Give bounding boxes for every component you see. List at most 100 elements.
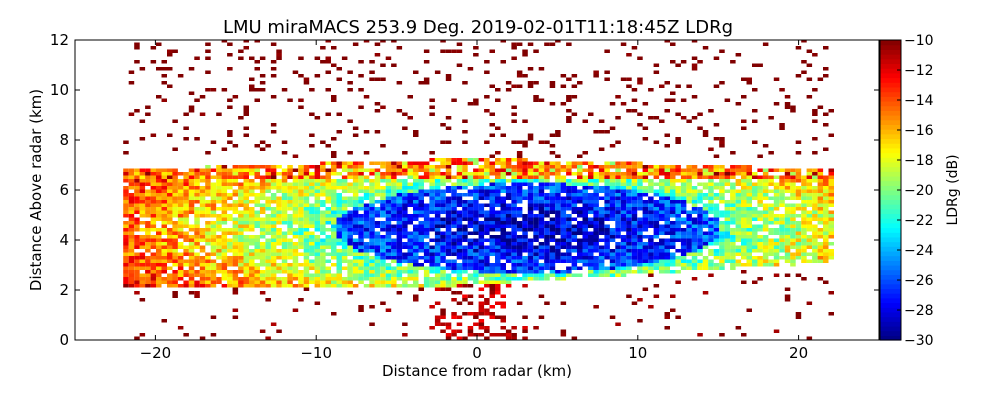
heatmap-cell bbox=[259, 140, 266, 144]
heatmap-cell bbox=[828, 249, 834, 253]
heatmap-cell bbox=[631, 186, 638, 190]
heatmap-cell bbox=[675, 165, 681, 169]
colorbar-segment bbox=[880, 124, 901, 130]
heatmap-cell bbox=[314, 273, 321, 277]
heatmap-cell bbox=[413, 207, 419, 211]
colorbar-segment bbox=[880, 260, 901, 266]
heatmap-cell bbox=[183, 217, 189, 221]
heatmap-cell bbox=[784, 294, 791, 298]
heatmap-cell bbox=[358, 200, 364, 204]
heatmap-cell bbox=[380, 172, 386, 176]
heatmap-cell bbox=[303, 259, 310, 263]
colorbar-segment bbox=[880, 316, 901, 322]
heatmap-cell bbox=[544, 172, 550, 176]
heatmap-cell bbox=[238, 203, 244, 207]
heatmap-cell bbox=[325, 196, 331, 200]
heatmap-cell bbox=[582, 207, 588, 211]
heatmap-cell bbox=[156, 203, 162, 207]
heatmap-cell bbox=[637, 207, 643, 211]
heatmap-cell bbox=[363, 277, 370, 281]
heatmap-cell bbox=[626, 165, 632, 169]
heatmap-cell bbox=[560, 210, 567, 214]
heatmap-cell bbox=[527, 221, 534, 225]
heatmap-cell bbox=[467, 245, 474, 249]
heatmap-cell bbox=[762, 259, 769, 263]
heatmap-cell bbox=[177, 256, 184, 260]
heatmap-cell bbox=[724, 231, 731, 235]
heatmap-cell bbox=[478, 189, 485, 193]
heatmap-cell bbox=[221, 175, 228, 179]
heatmap-cell bbox=[620, 210, 627, 214]
heatmap-cell bbox=[210, 224, 217, 228]
heatmap-cell bbox=[243, 245, 249, 249]
heatmap-cell bbox=[790, 242, 796, 246]
heatmap-cell bbox=[730, 259, 736, 263]
heatmap-cell bbox=[522, 266, 528, 270]
heatmap-cell bbox=[713, 217, 720, 221]
heatmap-cell bbox=[527, 182, 534, 186]
heatmap-cell bbox=[757, 175, 763, 179]
heatmap-cell bbox=[298, 221, 304, 225]
heatmap-cell bbox=[806, 336, 813, 340]
heatmap-cell bbox=[352, 228, 359, 232]
heatmap-cell bbox=[413, 280, 419, 284]
heatmap-cell bbox=[713, 235, 720, 239]
heatmap-cell bbox=[292, 259, 299, 263]
heatmap-cell bbox=[522, 336, 528, 340]
heatmap-cell bbox=[620, 217, 627, 221]
heatmap-cell bbox=[194, 56, 200, 60]
heatmap-cell bbox=[549, 42, 556, 46]
heatmap-cell bbox=[402, 193, 408, 197]
heatmap-cell bbox=[549, 151, 556, 155]
heatmap-cell bbox=[631, 235, 638, 239]
heatmap-cell bbox=[385, 172, 392, 176]
heatmap-cell bbox=[396, 172, 403, 176]
heatmap-cell bbox=[724, 228, 731, 232]
heatmap-cell bbox=[577, 259, 583, 263]
heatmap-cell bbox=[369, 200, 375, 204]
heatmap-cell bbox=[227, 105, 233, 109]
heatmap-cell bbox=[396, 263, 403, 267]
heatmap-cell bbox=[238, 49, 244, 53]
heatmap-cell bbox=[270, 224, 277, 228]
heatmap-cell bbox=[779, 238, 785, 242]
heatmap-cell bbox=[352, 133, 359, 137]
heatmap-cell bbox=[150, 277, 157, 281]
heatmap-cell bbox=[626, 207, 632, 211]
heatmap-cell bbox=[199, 273, 206, 277]
heatmap-cell bbox=[527, 256, 534, 260]
heatmap-cell bbox=[194, 179, 200, 183]
heatmap-cell bbox=[642, 256, 649, 260]
heatmap-cell bbox=[686, 119, 692, 123]
heatmap-cell bbox=[473, 217, 479, 221]
heatmap-cell bbox=[828, 168, 834, 172]
heatmap-cell bbox=[522, 74, 528, 78]
heatmap-cell bbox=[298, 217, 304, 221]
heatmap-cell bbox=[511, 238, 517, 242]
heatmap-cell bbox=[336, 172, 342, 176]
heatmap-cell bbox=[467, 221, 474, 225]
heatmap-cell bbox=[413, 256, 419, 260]
heatmap-cell bbox=[205, 259, 211, 263]
heatmap-cell bbox=[249, 249, 255, 253]
heatmap-cell bbox=[566, 98, 572, 102]
heatmap-cell bbox=[134, 228, 140, 232]
heatmap-cell bbox=[489, 305, 495, 309]
heatmap-cell bbox=[320, 266, 326, 270]
heatmap-cell bbox=[227, 67, 233, 71]
heatmap-cell bbox=[434, 221, 441, 225]
heatmap-cell bbox=[790, 175, 796, 179]
heatmap-cell bbox=[795, 203, 802, 207]
heatmap-cell bbox=[495, 172, 501, 176]
heatmap-cell bbox=[762, 235, 769, 239]
heatmap-cell bbox=[790, 207, 796, 211]
heatmap-cell bbox=[489, 242, 495, 246]
colorbar-segment bbox=[880, 199, 901, 205]
heatmap-cell bbox=[347, 280, 353, 284]
colorbar-segment bbox=[880, 166, 901, 172]
heatmap-cell bbox=[686, 214, 692, 218]
heatmap-cell bbox=[243, 238, 249, 242]
heatmap-cell bbox=[216, 179, 222, 183]
heatmap-cell bbox=[440, 280, 446, 284]
heatmap-cell bbox=[134, 256, 140, 260]
